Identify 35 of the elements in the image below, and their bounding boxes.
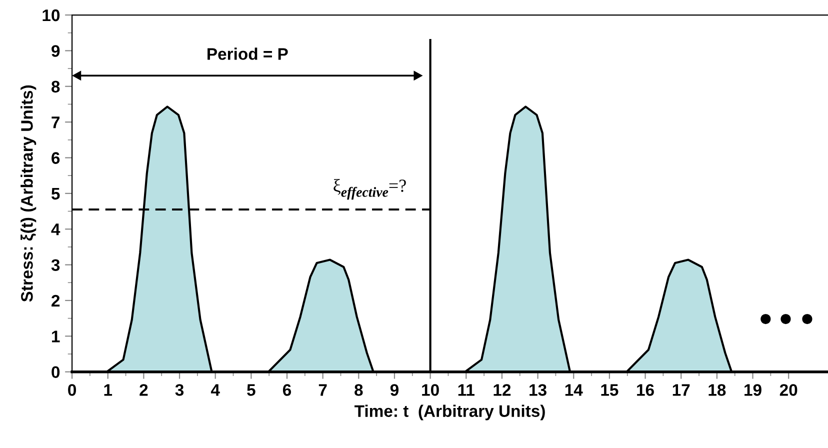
y-tick-label: 10 <box>42 9 60 22</box>
y-tick-label: 8 <box>51 80 60 93</box>
y-tick-label: 5 <box>51 188 60 200</box>
x-tick-label: 18 <box>708 384 726 396</box>
x-tick-label: 13 <box>530 384 546 396</box>
y-axis-title: Stress: ξ(t) (Arbitrary Units) <box>20 85 36 302</box>
y-tick-label: 9 <box>52 45 60 57</box>
x-tick-label: 0 <box>68 384 76 396</box>
x-tick-label: 2 <box>140 384 148 396</box>
x-tick-label: 3 <box>175 384 184 396</box>
y-tick-label: 0 <box>52 366 60 378</box>
x-axis-title: Time: t (Arbitrary Units) <box>354 404 545 420</box>
annotation: Period = P <box>208 48 288 60</box>
x-tick-label: 19 <box>744 384 762 396</box>
x-tick-label: 10 <box>422 384 439 396</box>
y-tick-label: 6 <box>52 152 60 164</box>
x-tick-label: 14 <box>565 384 583 396</box>
x-tick-label: 11 <box>458 384 474 396</box>
x-tick-label: 16 <box>637 384 654 396</box>
x-tick-label: 9 <box>390 384 398 396</box>
x-tick-label: 15 <box>601 384 618 396</box>
x-tick-label: 17 <box>672 384 690 396</box>
x-tick-label: 1 <box>104 384 112 396</box>
x-tick-label: 6 <box>282 384 292 396</box>
x-tick-label: 12 <box>494 384 511 396</box>
x-tick-label: 5 <box>247 384 256 396</box>
x-tick-label: 8 <box>354 384 363 396</box>
x-tick-label: 4 <box>210 384 220 396</box>
y-tick-label: 1 <box>52 330 60 342</box>
y-tick-label: 2 <box>52 294 60 307</box>
y-tick-label: 4 <box>51 224 60 236</box>
x-tick-label: 7 <box>318 384 327 396</box>
x-tick-label: 20 <box>780 384 798 396</box>
y-tick-label: 3 <box>51 259 60 272</box>
y-tick-label: 7 <box>52 116 60 128</box>
